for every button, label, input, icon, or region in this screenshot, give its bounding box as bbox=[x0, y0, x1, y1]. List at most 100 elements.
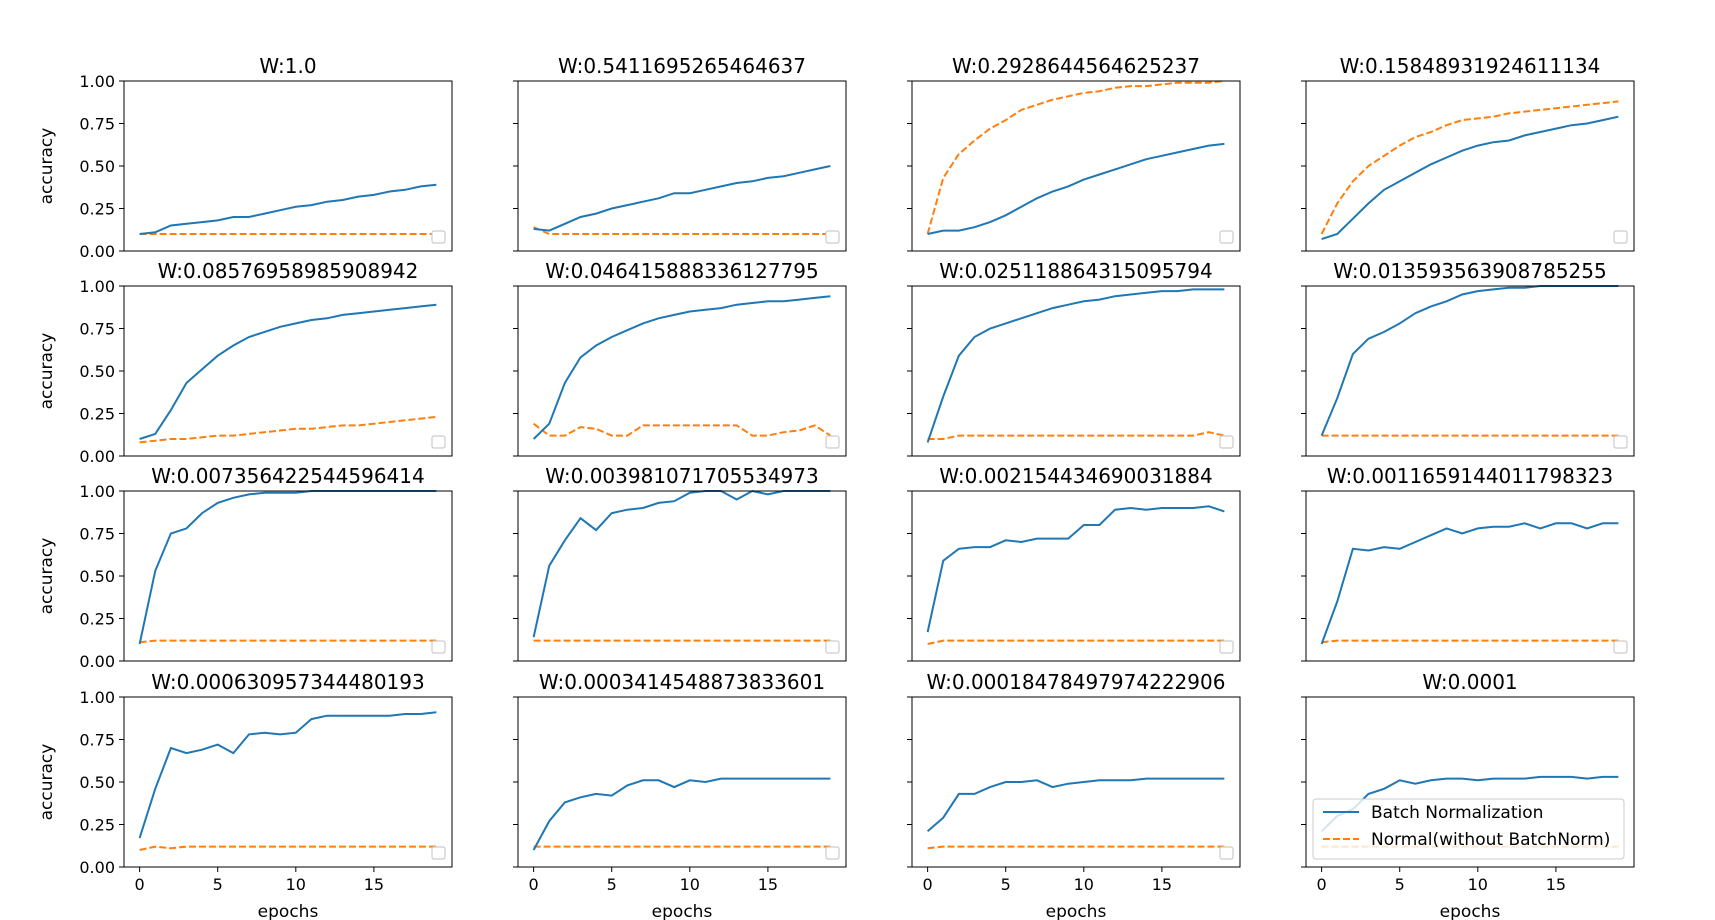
legend-placeholder-box bbox=[825, 846, 840, 860]
x-axis-label: epochs bbox=[258, 902, 319, 920]
y-tick-label: 0.50 bbox=[79, 362, 115, 381]
subplot-12: W:0.0011659144011798323 bbox=[1301, 464, 1635, 662]
series-batchnorm-line bbox=[139, 303, 437, 440]
subplot-9: W:0.007356422544596414 0.00 0.25 0.50 0.75 1.… bbox=[37, 464, 453, 671]
y-tick-label: 1.00 bbox=[79, 277, 115, 296]
y-axis-label: accuracy bbox=[37, 128, 57, 205]
series-batchnorm-line bbox=[533, 165, 831, 232]
axes-frame bbox=[911, 285, 1241, 457]
y-tick-label: 0.25 bbox=[79, 816, 115, 835]
legend-placeholder-box bbox=[825, 640, 840, 654]
series-batchnorm-line bbox=[138, 711, 437, 839]
series-batchnorm-line bbox=[1320, 285, 1619, 436]
x-tick-label: 0 bbox=[135, 875, 145, 894]
series-batchnorm-line bbox=[532, 295, 831, 440]
subplot-8: W:0.013593563908785255 bbox=[1301, 259, 1635, 457]
series-normal-line bbox=[926, 80, 1225, 235]
series-normal-line bbox=[927, 845, 1225, 850]
series-normal-line bbox=[1321, 639, 1619, 644]
subplot-11: W:0.002154434690031884 bbox=[907, 464, 1241, 662]
subplot-10: W:0.003981071705534973 bbox=[513, 464, 847, 662]
series-normal-line bbox=[927, 639, 1225, 645]
y-tick-label: 0.50 bbox=[79, 157, 115, 176]
subplot-title: W:0.000630957344480193 bbox=[151, 670, 424, 694]
subplot-title: W:0.013593563908785255 bbox=[1333, 259, 1606, 283]
legend-placeholder-box bbox=[1613, 230, 1628, 244]
series-normal-line bbox=[139, 415, 437, 444]
subplot-2: W:0.5411695265464637 bbox=[513, 54, 847, 252]
legend-placeholder-box bbox=[825, 435, 840, 449]
subplot-title: W:0.007356422544596414 bbox=[151, 464, 424, 488]
x-tick-label: 0 bbox=[923, 875, 933, 894]
series-batchnorm-line bbox=[532, 777, 831, 851]
subplot-5: W:0.08576958985908942 0.00 0.25 0.50 0.75 1.0… bbox=[37, 259, 453, 466]
x-tick-label: 10 bbox=[1074, 875, 1094, 894]
axes-frame bbox=[911, 80, 1241, 252]
subplot-1: W:1.0 0.00 0.25 0.50 0.75 1.00 accuracy bbox=[37, 54, 453, 261]
y-tick-label: 1.00 bbox=[79, 688, 115, 707]
axes-frame bbox=[1305, 80, 1635, 252]
subplot-title: W:0.0011659144011798323 bbox=[1327, 464, 1613, 488]
legend-placeholder-box bbox=[1219, 846, 1234, 860]
y-tick-label: 0.25 bbox=[79, 405, 115, 424]
x-axis-label: epochs bbox=[1440, 902, 1501, 920]
x-tick-label: 5 bbox=[1001, 875, 1011, 894]
y-tick-label: 0.75 bbox=[79, 320, 115, 339]
subplot-title: W:0.0003414548873833601 bbox=[539, 670, 825, 694]
x-tick-label: 15 bbox=[758, 875, 778, 894]
subplot-title: W:0.002154434690031884 bbox=[939, 464, 1212, 488]
legend: Batch Normalization Normal(without BatchN… bbox=[1312, 798, 1625, 860]
y-tick-label: 0.50 bbox=[79, 567, 115, 586]
x-tick-label: 0 bbox=[1317, 875, 1327, 894]
subplot-title: W:0.00018478497974222906 bbox=[927, 670, 1226, 694]
legend-placeholder-box bbox=[431, 230, 446, 244]
axes-frame bbox=[1305, 490, 1635, 662]
axes-frame bbox=[123, 490, 453, 662]
series-normal-line bbox=[533, 422, 831, 437]
legend-placeholder-box bbox=[1219, 230, 1234, 244]
legend-label-normal: Normal(without BatchNorm) bbox=[1371, 830, 1610, 850]
subplot-13: W:0.000630957344480193 0.00 0.25 0.50 0.75 1.… bbox=[37, 670, 453, 920]
subplot-4: W:0.15848931924611134 bbox=[1301, 54, 1635, 252]
subplot-15: W:0.00018478497974222906 0 5 10 15 epochs bbox=[907, 670, 1241, 920]
y-tick-label: 0.00 bbox=[79, 447, 115, 466]
series-batchnorm-line bbox=[1321, 115, 1619, 241]
subplot-7: W:0.025118864315095794 bbox=[907, 259, 1241, 457]
subplot-title: W:0.0001 bbox=[1422, 670, 1517, 694]
subplot-title: W:0.08576958985908942 bbox=[158, 259, 419, 283]
subplot-title: W:0.025118864315095794 bbox=[939, 259, 1212, 283]
axes-frame bbox=[517, 285, 847, 457]
axes-frame bbox=[123, 696, 453, 868]
y-tick-label: 1.00 bbox=[79, 482, 115, 501]
subplot-title: W:0.5411695265464637 bbox=[558, 54, 806, 78]
x-tick-label: 5 bbox=[1395, 875, 1405, 894]
subplot-6: W:0.046415888336127795 bbox=[513, 259, 847, 457]
series-normal-line bbox=[1320, 100, 1619, 235]
x-tick-label: 5 bbox=[607, 875, 617, 894]
x-axis-label: epochs bbox=[652, 902, 713, 920]
y-axis-label: accuracy bbox=[37, 333, 57, 410]
y-tick-label: 1.00 bbox=[79, 72, 115, 91]
y-tick-label: 0.75 bbox=[79, 525, 115, 544]
y-tick-label: 0.00 bbox=[79, 858, 115, 877]
series-batchnorm-line bbox=[1320, 522, 1619, 645]
subplot-title: W:0.046415888336127795 bbox=[545, 259, 818, 283]
axes-frame bbox=[911, 490, 1241, 662]
subplot-title: W:0.15848931924611134 bbox=[1340, 54, 1601, 78]
legend-placeholder-box bbox=[431, 435, 446, 449]
subplot-14: W:0.0003414548873833601 0 5 10 15 epochs bbox=[513, 670, 847, 920]
subplot-16: W:0.0001 0 5 10 15 epochs Batch Normalization N… bbox=[1301, 670, 1635, 920]
x-tick-label: 15 bbox=[1152, 875, 1172, 894]
axes-frame bbox=[517, 696, 847, 868]
legend-placeholder-box bbox=[1613, 435, 1628, 449]
x-tick-label: 5 bbox=[213, 875, 223, 894]
series-normal-line bbox=[927, 431, 1225, 440]
y-axis-label: accuracy bbox=[37, 538, 57, 615]
y-tick-label: 0.25 bbox=[79, 610, 115, 629]
x-tick-label: 0 bbox=[529, 875, 539, 894]
y-axis-label: accuracy bbox=[37, 744, 57, 821]
x-axis-label: epochs bbox=[1046, 902, 1107, 920]
x-tick-label: 10 bbox=[286, 875, 306, 894]
y-tick-label: 0.00 bbox=[79, 242, 115, 261]
